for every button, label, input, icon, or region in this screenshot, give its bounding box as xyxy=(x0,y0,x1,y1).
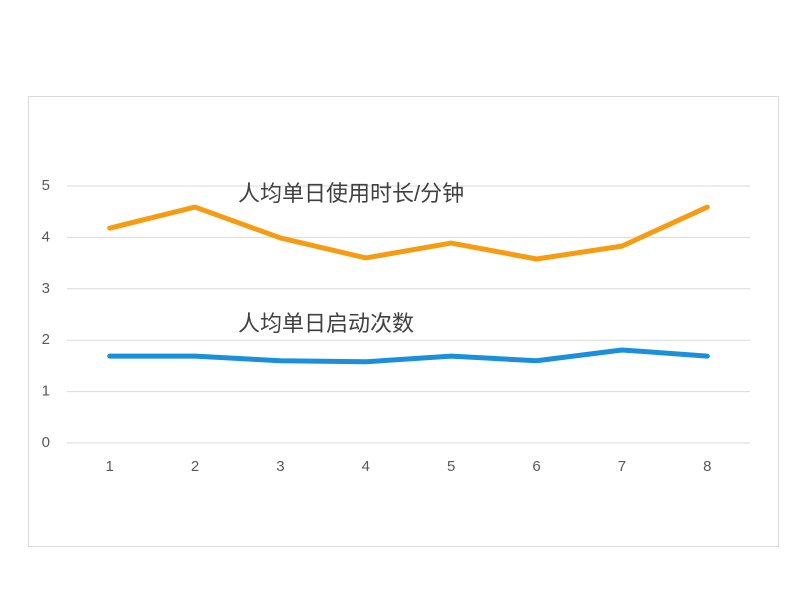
series-label: 人均单日使用时长/分钟 xyxy=(238,181,464,206)
y-tick-label: 1 xyxy=(42,383,50,400)
x-tick-label: 1 xyxy=(106,458,114,475)
x-tick-label: 8 xyxy=(703,458,711,475)
y-tick-label: 2 xyxy=(42,331,50,348)
x-tick-label: 4 xyxy=(362,458,370,475)
x-tick-label: 2 xyxy=(191,458,199,475)
y-tick-label: 3 xyxy=(42,280,50,297)
y-tick-label: 0 xyxy=(42,434,50,451)
y-tick-label: 4 xyxy=(42,228,50,245)
x-tick-label: 3 xyxy=(276,458,284,475)
x-tick-label: 6 xyxy=(532,458,540,475)
chart-frame xyxy=(28,96,779,547)
series-line xyxy=(107,204,710,262)
x-tick-label: 7 xyxy=(618,458,626,475)
y-tick-label: 5 xyxy=(42,177,50,194)
x-tick-label: 5 xyxy=(447,458,455,475)
series-line xyxy=(107,347,710,365)
series-label: 人均单日启动次数 xyxy=(238,311,414,336)
